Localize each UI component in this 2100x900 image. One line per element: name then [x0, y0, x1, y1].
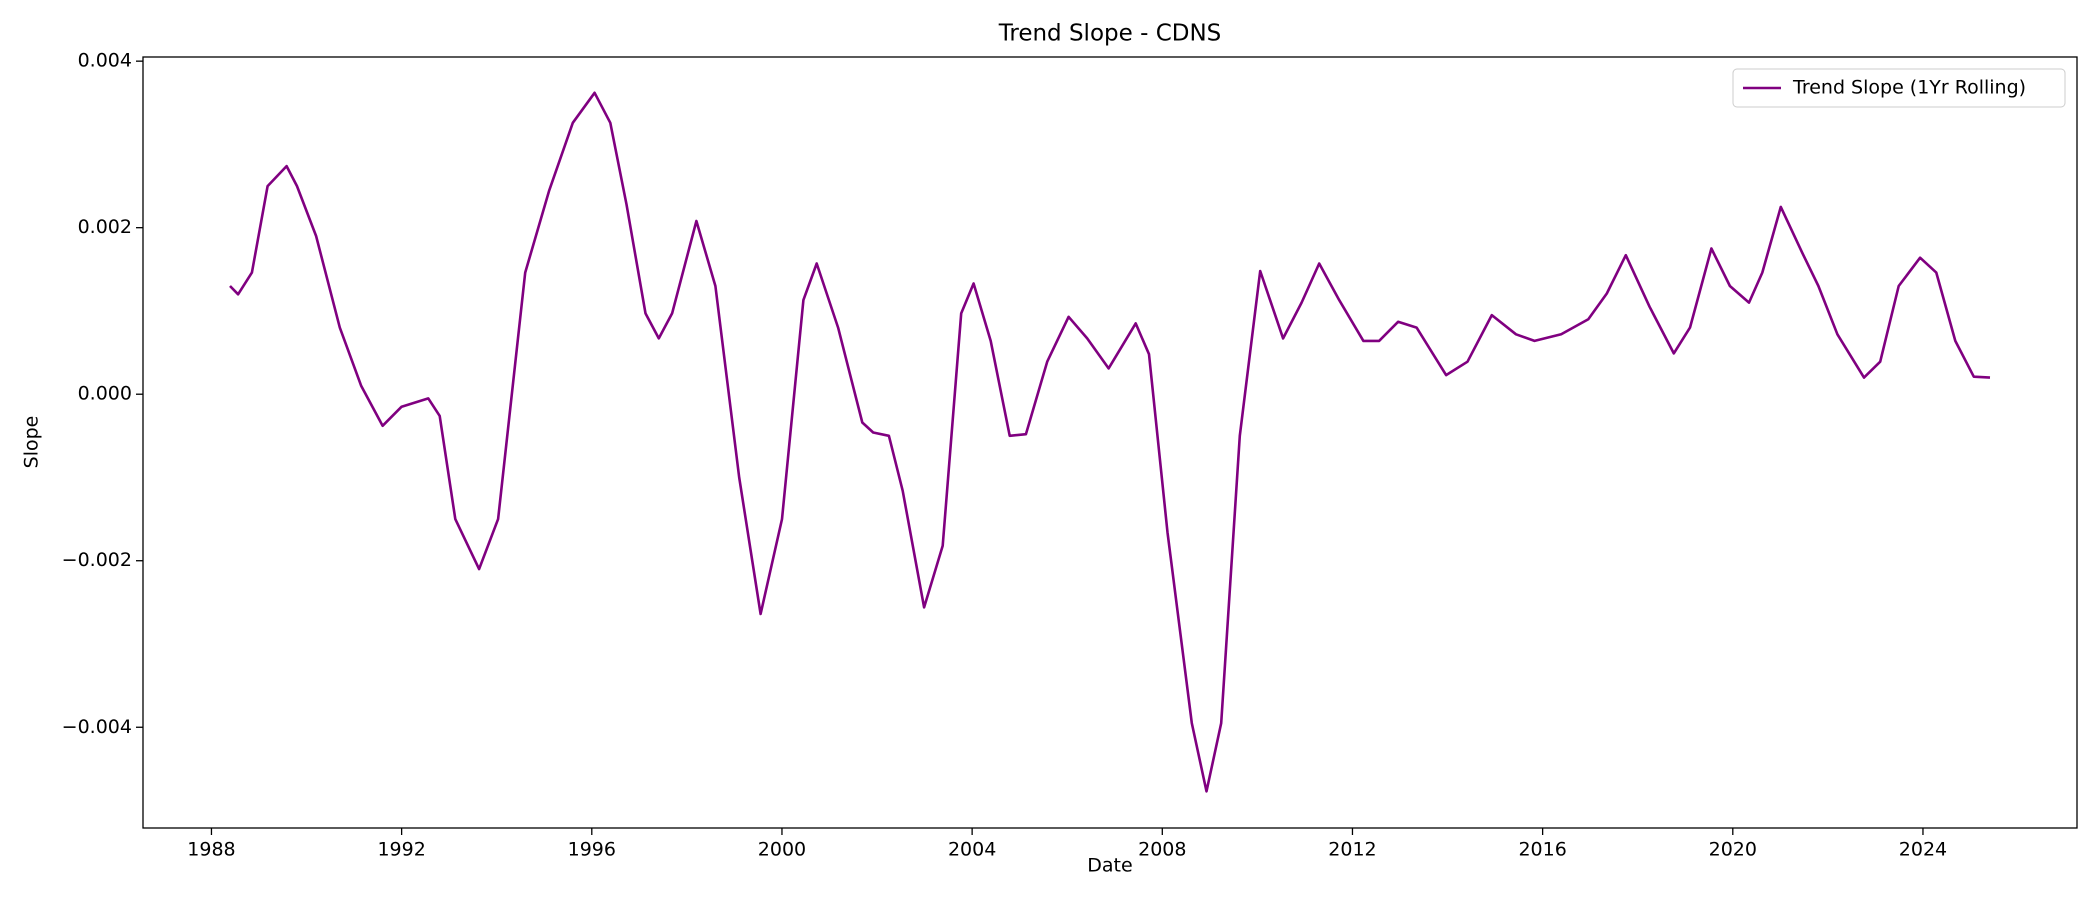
x-tick-label: 1996	[568, 839, 616, 861]
x-tick-label: 1988	[187, 839, 235, 861]
y-axis-label: Slope	[21, 416, 43, 469]
x-tick-label: 2000	[758, 839, 806, 861]
y-tick-label: 0.000	[78, 383, 132, 405]
x-tick-label: 2016	[1518, 839, 1566, 861]
x-tick-label: 2008	[1138, 839, 1186, 861]
legend-box	[1732, 68, 2066, 108]
x-tick-label: 2020	[1709, 839, 1757, 861]
line-series	[229, 91, 1991, 793]
x-tick-label: 2004	[948, 839, 996, 861]
x-tick-label: 1992	[377, 839, 425, 861]
y-tick-label: −0.004	[62, 716, 132, 738]
x-tick-label: 2024	[1899, 839, 1947, 861]
chart-title: Trend Slope - CDNS	[998, 21, 1222, 47]
y-tick-label: −0.002	[62, 549, 132, 571]
y-tick-label: 0.002	[78, 216, 132, 238]
plot-frame	[142, 56, 2078, 829]
x-axis-label: Date	[1087, 855, 1132, 877]
x-tick-label: 2012	[1328, 839, 1376, 861]
legend-label: Trend Slope (1Yr Rolling)	[1792, 77, 2026, 99]
y-tick-label: 0.004	[78, 50, 132, 72]
